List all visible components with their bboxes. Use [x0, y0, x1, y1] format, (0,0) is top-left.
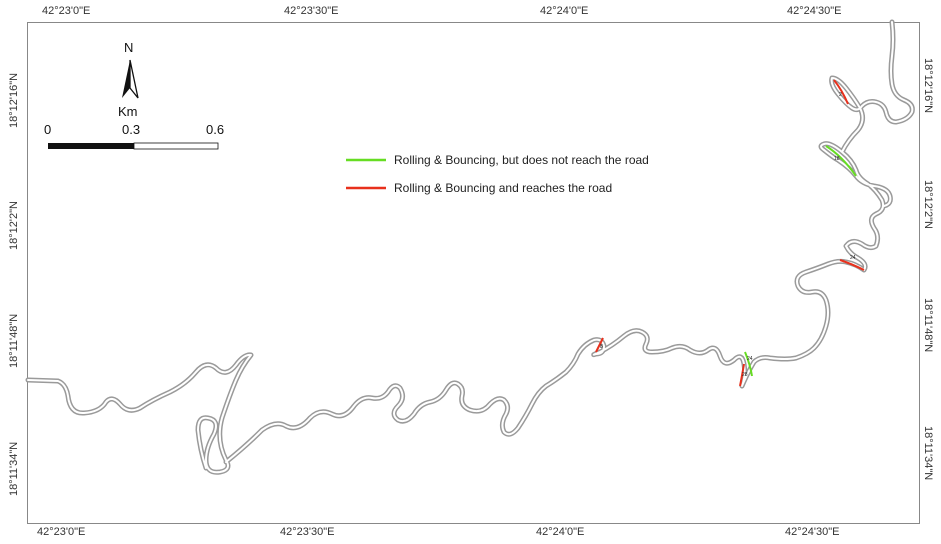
segment-label-4: 8: [600, 344, 603, 350]
green-segment-2: [744, 351, 753, 377]
scale-tick-1: 0.3: [122, 122, 140, 137]
bottom-lon-label-1: 42°23'0"E: [37, 526, 86, 538]
scale-tick-2: 0.6: [206, 122, 224, 137]
hazard-segments: [595, 79, 865, 387]
scale-tick-0: 0: [44, 122, 51, 137]
red-segment-3: [595, 337, 604, 353]
red-segment-2: [839, 259, 865, 271]
green-segment-1: [825, 145, 857, 177]
road: [25, 19, 915, 475]
scale-unit: Km: [118, 104, 138, 119]
legend: Rolling & Bouncing, but does not reach t…: [346, 153, 649, 195]
segment-label-2: 18: [834, 156, 840, 162]
segment-label-3: 24: [850, 255, 856, 261]
top-lon-label-3: 42°24'0"E: [540, 5, 589, 17]
segment-label-6: 28: [742, 372, 748, 378]
bottom-lon-label-4: 42°24'30"E: [785, 526, 840, 538]
north-arrow: N: [122, 40, 139, 99]
road-outline: [25, 19, 915, 475]
top-lon-label-1: 42°23'0"E: [42, 5, 91, 17]
red-segment-1: [833, 79, 849, 105]
map-frame: [27, 22, 920, 524]
segment-label-1: 2: [839, 92, 842, 98]
top-lon-label-4: 42°24'30"E: [787, 5, 842, 17]
bottom-lon-label-3: 42°24'0"E: [536, 526, 585, 538]
legend-label-red: Rolling & Bouncing and reaches the road: [394, 181, 612, 195]
segment-labels: 2 18 24 8 24 28: [600, 92, 856, 378]
red-segment-4: [739, 363, 745, 387]
north-label: N: [124, 40, 133, 55]
road-centerline: [27, 21, 914, 474]
scale-bar-empty: [133, 142, 219, 150]
north-arrow-icon: [122, 59, 139, 99]
legend-label-green: Rolling & Bouncing, but does not reach t…: [394, 153, 649, 167]
segment-label-5: 24: [747, 356, 753, 362]
scale-bar-filled: [48, 143, 134, 149]
scale-bar: Km 0 0.3 0.6: [44, 104, 224, 150]
top-lon-label-2: 42°23'30"E: [284, 5, 339, 17]
bottom-lon-label-2: 42°23'30"E: [280, 526, 335, 538]
